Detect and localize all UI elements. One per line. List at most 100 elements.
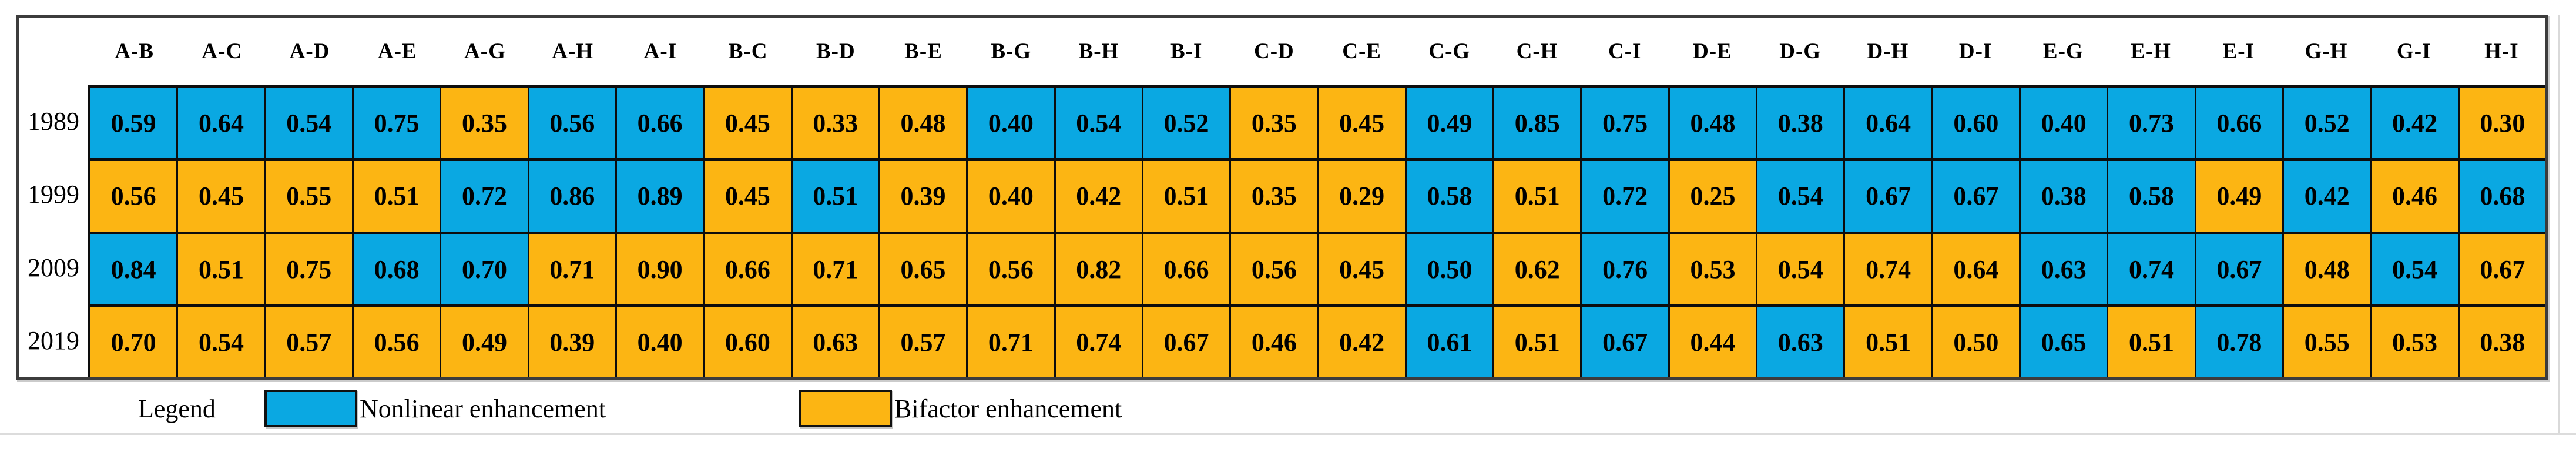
column-header-D-I: D-I bbox=[1958, 39, 1993, 63]
heatmap-cell-1999-G-I: 0.46 bbox=[2372, 161, 2458, 232]
column-header-B-H: B-H bbox=[1078, 39, 1119, 63]
heatmap-cell-2019-A-I: 0.40 bbox=[616, 307, 703, 377]
heatmap-cell-1999-H-I: 0.68 bbox=[2459, 161, 2545, 232]
column-header-C-G: C-G bbox=[1428, 39, 1471, 63]
heatmap-cell-2009-D-G: 0.54 bbox=[1757, 234, 1844, 304]
heatmap-cell-2009-B-C: 0.66 bbox=[705, 234, 791, 304]
heatmap-cell-1999-C-D: 0.35 bbox=[1231, 161, 1317, 232]
heatmap-cell-1999-B-E: 0.39 bbox=[880, 161, 967, 232]
heatmap-cell-2019-C-I: 0.67 bbox=[1582, 307, 1668, 377]
heatmap-cell-1989-G-H: 0.52 bbox=[2284, 88, 2370, 159]
heatmap-cell-2019-G-I: 0.53 bbox=[2372, 307, 2458, 377]
heatmap-cell-1989-G-I: 0.42 bbox=[2372, 88, 2458, 159]
heatmap-cell-1989-A-D: 0.54 bbox=[266, 88, 352, 159]
column-header-E-G: E-G bbox=[2042, 39, 2084, 63]
column-header-C-E: C-E bbox=[1342, 39, 1381, 63]
heatmap-cell-2019-A-H: 0.39 bbox=[529, 307, 615, 377]
legend-swatch-bifactor bbox=[799, 390, 892, 427]
heatmap-cell-2009-C-D: 0.56 bbox=[1231, 234, 1317, 304]
heatmap-cell-1999-D-G: 0.54 bbox=[1757, 161, 1844, 232]
heatmap-cell-2019-A-D: 0.57 bbox=[266, 307, 352, 377]
column-header-C-H: C-H bbox=[1516, 39, 1558, 63]
heatmap-cell-1999-D-I: 0.67 bbox=[1933, 161, 2020, 232]
column-header-D-G: D-G bbox=[1779, 39, 1822, 63]
heatmap-cell-1999-B-G: 0.40 bbox=[968, 161, 1054, 232]
column-header-A-B: A-B bbox=[115, 39, 154, 63]
matrix-frame: A-B A-C A-D A-E A-G A-H A-I B-C B-D B-E B-G B-H B-I C… bbox=[16, 15, 2548, 380]
heatmap-cell-1989-A-B: 0.59 bbox=[90, 88, 177, 159]
heatmap-cell-1999-A-I: 0.89 bbox=[616, 161, 703, 232]
heatmap-cell-2019-B-G: 0.71 bbox=[968, 307, 1054, 377]
heatmap-cell-2009-G-H: 0.48 bbox=[2284, 234, 2370, 304]
heatmap-cell-1999-C-G: 0.58 bbox=[1406, 161, 1493, 232]
heatmap-cell-1989-A-G: 0.35 bbox=[441, 88, 528, 159]
heatmap-cell-1999-G-H: 0.42 bbox=[2284, 161, 2370, 232]
heatmap-cell-2009-E-H: 0.74 bbox=[2108, 234, 2195, 304]
heatmap-cell-1999-A-G: 0.72 bbox=[441, 161, 528, 232]
legend-label-nonlinear: Nonlinear enhancement bbox=[360, 394, 606, 423]
heatmap-cell-2019-B-I: 0.67 bbox=[1143, 307, 1230, 377]
heatmap-cell-2009-H-I: 0.67 bbox=[2459, 234, 2545, 304]
page-edge-horizontal-rule bbox=[0, 433, 2576, 435]
column-header-A-G: A-G bbox=[464, 39, 506, 63]
heatmap-cell-1999-A-D: 0.55 bbox=[266, 161, 352, 232]
heatmap-cell-2019-C-D: 0.46 bbox=[1231, 307, 1317, 377]
heatmap-cell-2009-A-C: 0.51 bbox=[178, 234, 264, 304]
heatmap-cell-2019-A-B: 0.70 bbox=[90, 307, 177, 377]
column-header-D-E: D-E bbox=[1693, 39, 1732, 63]
heatmap-cell-2009-D-H: 0.74 bbox=[1845, 234, 1931, 304]
heatmap-cell-2009-D-E: 0.53 bbox=[1669, 234, 1756, 304]
heatmap-cell-1999-B-D: 0.51 bbox=[792, 161, 878, 232]
column-header-G-I: G-I bbox=[2396, 39, 2431, 63]
heatmap-cell-1999-D-E: 0.25 bbox=[1669, 161, 1756, 232]
heatmap-cell-2009-A-B: 0.84 bbox=[90, 234, 177, 304]
heatmap-cell-2019-A-C: 0.54 bbox=[178, 307, 264, 377]
heatmap-cell-2019-H-I: 0.38 bbox=[2459, 307, 2545, 377]
heatmap-cell-1999-A-E: 0.51 bbox=[353, 161, 440, 232]
heatmap-cell-1989-A-H: 0.56 bbox=[529, 88, 615, 159]
heatmap-cell-2009-A-H: 0.71 bbox=[529, 234, 615, 304]
heatmap-cell-1989-D-G: 0.38 bbox=[1757, 88, 1844, 159]
heatmap-cell-1999-C-E: 0.29 bbox=[1319, 161, 1405, 232]
heatmap-cell-2009-E-G: 0.63 bbox=[2021, 234, 2107, 304]
column-header-A-C: A-C bbox=[202, 39, 243, 63]
heatmap-cell-1999-C-I: 0.72 bbox=[1582, 161, 1668, 232]
heatmap-cell-1989-H-I: 0.30 bbox=[2459, 88, 2545, 159]
heatmap-grid: 0.59 0.64 0.54 0.75 0.35 0.56 0.66 0.45 0.33 0.48… bbox=[88, 85, 2545, 377]
heatmap-cell-1989-C-D: 0.35 bbox=[1231, 88, 1317, 159]
column-header-B-I: B-I bbox=[1170, 39, 1203, 63]
row-label-2009: 2009 bbox=[28, 253, 79, 282]
heatmap-cell-1989-D-I: 0.60 bbox=[1933, 88, 2020, 159]
heatmap-cell-1999-B-I: 0.51 bbox=[1143, 161, 1230, 232]
column-header-C-D: C-D bbox=[1254, 39, 1294, 63]
heatmap-cell-2019-A-G: 0.49 bbox=[441, 307, 528, 377]
heatmap-cell-2009-C-I: 0.76 bbox=[1582, 234, 1668, 304]
heatmap-cell-1999-B-H: 0.42 bbox=[1055, 161, 1142, 232]
column-header-C-I: C-I bbox=[1608, 39, 1642, 63]
heatmap-cell-1999-D-H: 0.67 bbox=[1845, 161, 1931, 232]
heatmap-cell-2009-E-I: 0.67 bbox=[2196, 234, 2283, 304]
column-header-E-I: E-I bbox=[2222, 39, 2255, 63]
column-header-A-E: A-E bbox=[377, 39, 417, 63]
heatmap-cell-2009-A-E: 0.68 bbox=[353, 234, 440, 304]
heatmap-cell-2019-E-G: 0.65 bbox=[2021, 307, 2107, 377]
column-header-B-G: B-G bbox=[991, 39, 1032, 63]
heatmap-cell-1989-A-I: 0.66 bbox=[616, 88, 703, 159]
column-header-B-C: B-C bbox=[728, 39, 768, 63]
heatmap-cell-1999-A-H: 0.86 bbox=[529, 161, 615, 232]
column-header-G-H: G-H bbox=[2305, 39, 2348, 63]
heatmap-cell-2009-B-G: 0.56 bbox=[968, 234, 1054, 304]
legend-title: Legend bbox=[138, 394, 216, 423]
column-header-B-E: B-E bbox=[904, 39, 942, 63]
page-edge-vertical-rule bbox=[2558, 15, 2560, 433]
column-header-A-I: A-I bbox=[643, 39, 677, 63]
heatmap-cell-1989-E-I: 0.66 bbox=[2196, 88, 2283, 159]
heatmap-cell-2019-D-G: 0.63 bbox=[1757, 307, 1844, 377]
legend-label-bifactor: Bifactor enhancement bbox=[894, 394, 1122, 423]
heatmap-cell-2009-B-H: 0.82 bbox=[1055, 234, 1142, 304]
heatmap-cell-2009-B-D: 0.71 bbox=[792, 234, 878, 304]
heatmap-cell-1999-B-C: 0.45 bbox=[705, 161, 791, 232]
heatmap-cell-2009-A-I: 0.90 bbox=[616, 234, 703, 304]
heatmap-cell-1989-D-H: 0.64 bbox=[1845, 88, 1931, 159]
heatmap-cell-2009-A-G: 0.70 bbox=[441, 234, 528, 304]
